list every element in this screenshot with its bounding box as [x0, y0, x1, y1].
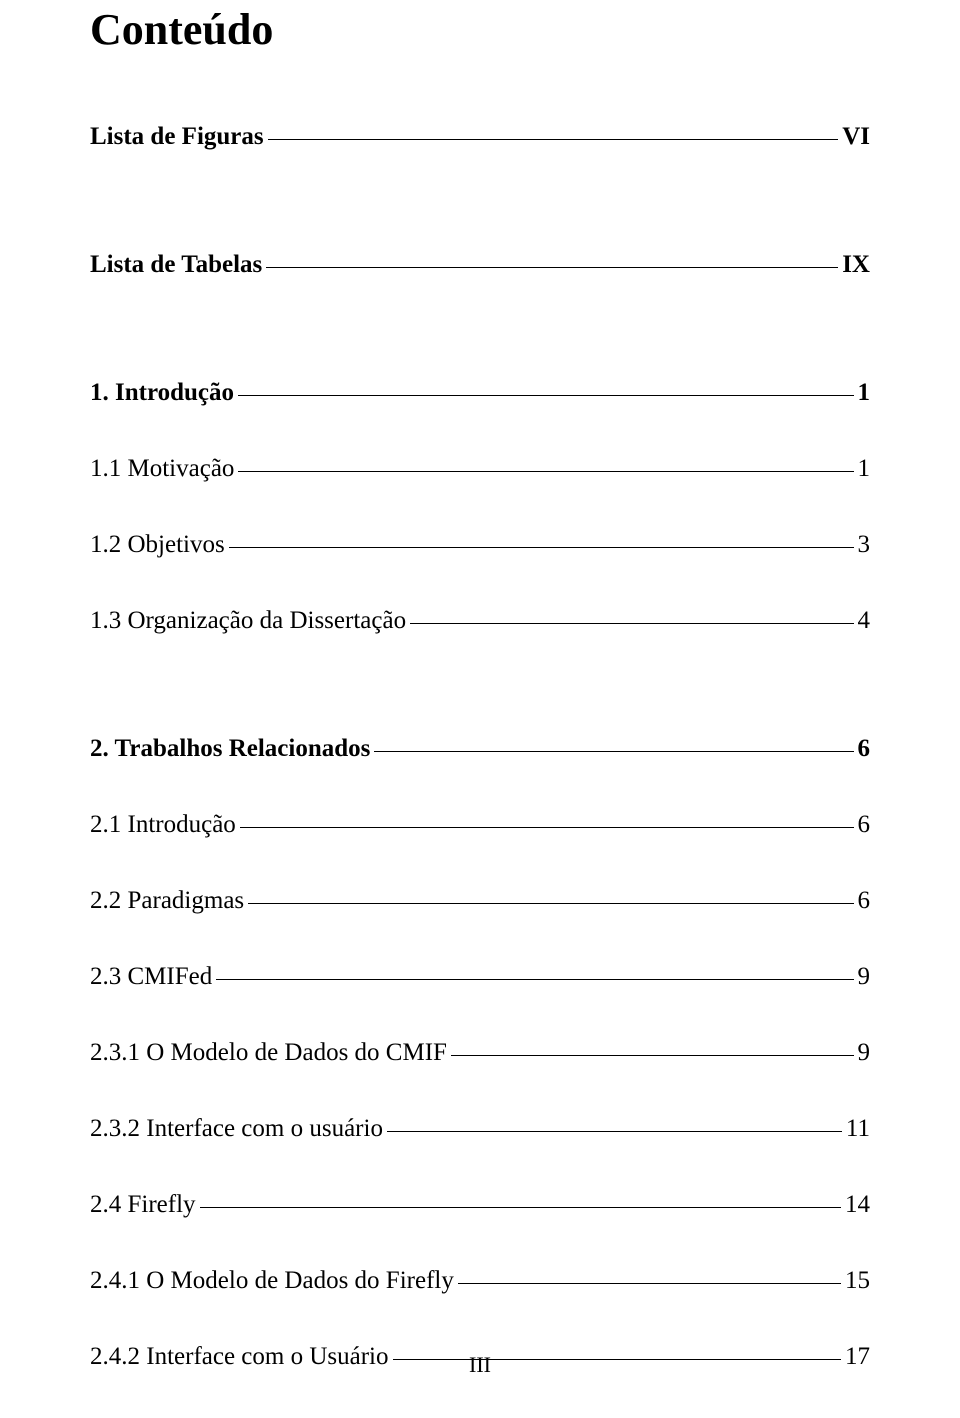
toc-page: Conteúdo Lista de Figuras VI Lista de Ta…	[0, 0, 960, 1418]
toc-leader	[387, 1131, 842, 1132]
toc-leader	[200, 1207, 841, 1208]
toc-leader	[268, 139, 839, 140]
toc-page-number: 14	[845, 1191, 870, 1219]
toc-entry-ch2: 2. Trabalhos Relacionados 6	[90, 735, 870, 763]
toc-page-number: 6	[858, 735, 871, 763]
toc-entry-2-3-2: 2.3.2 Interface com o usuário 11	[90, 1115, 870, 1143]
toc-leader	[229, 547, 854, 548]
toc-entry-2-1: 2.1 Introdução 6	[90, 811, 870, 839]
toc-label: 2.4.1 O Modelo de Dados do Firefly	[90, 1267, 454, 1295]
toc-page-number: 4	[858, 607, 871, 635]
page-title: Conteúdo	[90, 0, 870, 55]
toc-label: 2.1 Introdução	[90, 811, 236, 839]
toc-label: 2.3.1 O Modelo de Dados do CMIF	[90, 1039, 447, 1067]
toc-entry-2-4-1: 2.4.1 O Modelo de Dados do Firefly 15	[90, 1267, 870, 1295]
toc-label: 1.1 Motivação	[90, 455, 234, 483]
toc-leader	[238, 471, 853, 472]
toc-leader	[248, 903, 853, 904]
toc-leader	[451, 1055, 854, 1056]
toc-entry-1-2: 1.2 Objetivos 3	[90, 531, 870, 559]
page-footer: III	[0, 1352, 960, 1378]
toc-page-number: 15	[845, 1267, 870, 1295]
toc-entry-lista-figuras: Lista de Figuras VI	[90, 123, 870, 151]
toc-label: 2.3 CMIFed	[90, 963, 212, 991]
toc-page-number: 1	[858, 379, 871, 407]
toc-entry-1-3: 1.3 Organização da Dissertação 4	[90, 607, 870, 635]
toc-entry-2-2: 2.2 Paradigmas 6	[90, 887, 870, 915]
toc-page-number: 11	[846, 1115, 870, 1143]
toc-label: 2.3.2 Interface com o usuário	[90, 1115, 383, 1143]
toc-page-number: 9	[858, 963, 871, 991]
toc-leader	[216, 979, 853, 980]
toc-leader	[266, 267, 838, 268]
toc-label: Lista de Figuras	[90, 123, 264, 151]
toc-label: Lista de Tabelas	[90, 251, 262, 279]
toc-label: 1.3 Organização da Dissertação	[90, 607, 406, 635]
toc-page-number: 3	[858, 531, 871, 559]
toc-label: 2. Trabalhos Relacionados	[90, 735, 370, 763]
toc-leader	[458, 1283, 841, 1284]
toc-leader	[374, 751, 853, 752]
toc-leader	[410, 623, 853, 624]
toc-label: 1.2 Objetivos	[90, 531, 225, 559]
toc-entry-2-3: 2.3 CMIFed 9	[90, 963, 870, 991]
toc-entry-2-4: 2.4 Firefly 14	[90, 1191, 870, 1219]
toc-entry-1-1: 1.1 Motivação 1	[90, 455, 870, 483]
toc-leader	[240, 827, 854, 828]
toc-leader	[238, 395, 853, 396]
toc-page-number: IX	[842, 251, 870, 279]
toc-page-number: 6	[858, 887, 871, 915]
toc-entry-2-3-1: 2.3.1 O Modelo de Dados do CMIF 9	[90, 1039, 870, 1067]
toc-label: 1. Introdução	[90, 379, 234, 407]
toc-entry-lista-tabelas: Lista de Tabelas IX	[90, 251, 870, 279]
toc-label: 2.2 Paradigmas	[90, 887, 244, 915]
toc-page-number: 9	[858, 1039, 871, 1067]
toc-page-number: VI	[842, 123, 870, 151]
toc-page-number: 1	[858, 455, 871, 483]
toc-entry-ch1: 1. Introdução 1	[90, 379, 870, 407]
toc-page-number: 6	[858, 811, 871, 839]
toc-label: 2.4 Firefly	[90, 1191, 196, 1219]
